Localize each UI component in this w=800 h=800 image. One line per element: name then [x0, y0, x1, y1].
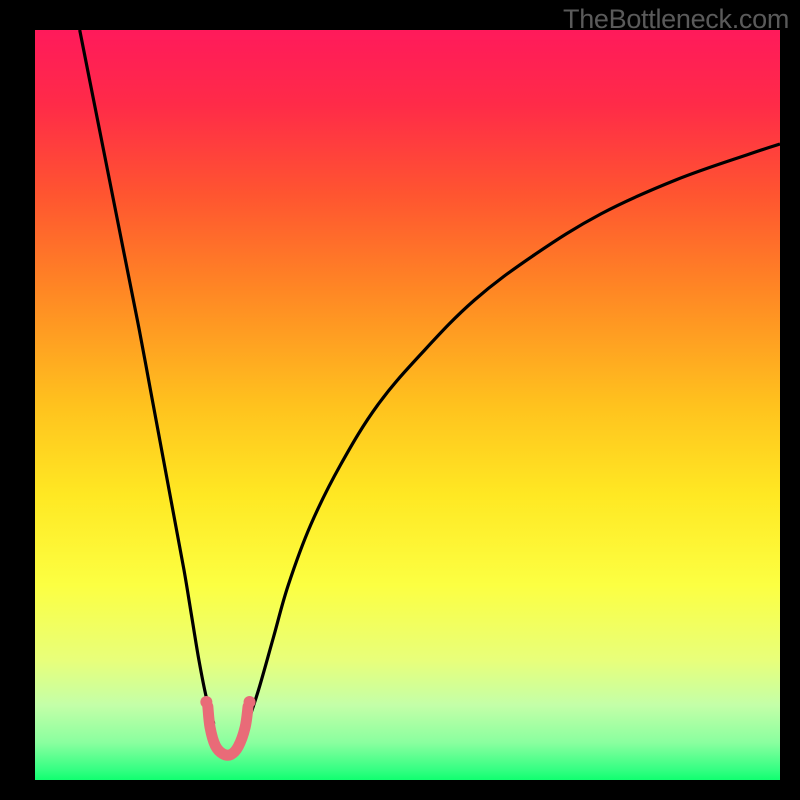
- plot-area: [35, 30, 780, 780]
- watermark-text: TheBottleneck.com: [563, 4, 789, 35]
- chart-canvas: TheBottleneck.com: [0, 0, 800, 800]
- valley-marker-dot-1: [244, 696, 256, 708]
- plot-svg: [35, 30, 780, 780]
- valley-marker-dot-0: [200, 696, 212, 708]
- gradient-background: [35, 30, 780, 780]
